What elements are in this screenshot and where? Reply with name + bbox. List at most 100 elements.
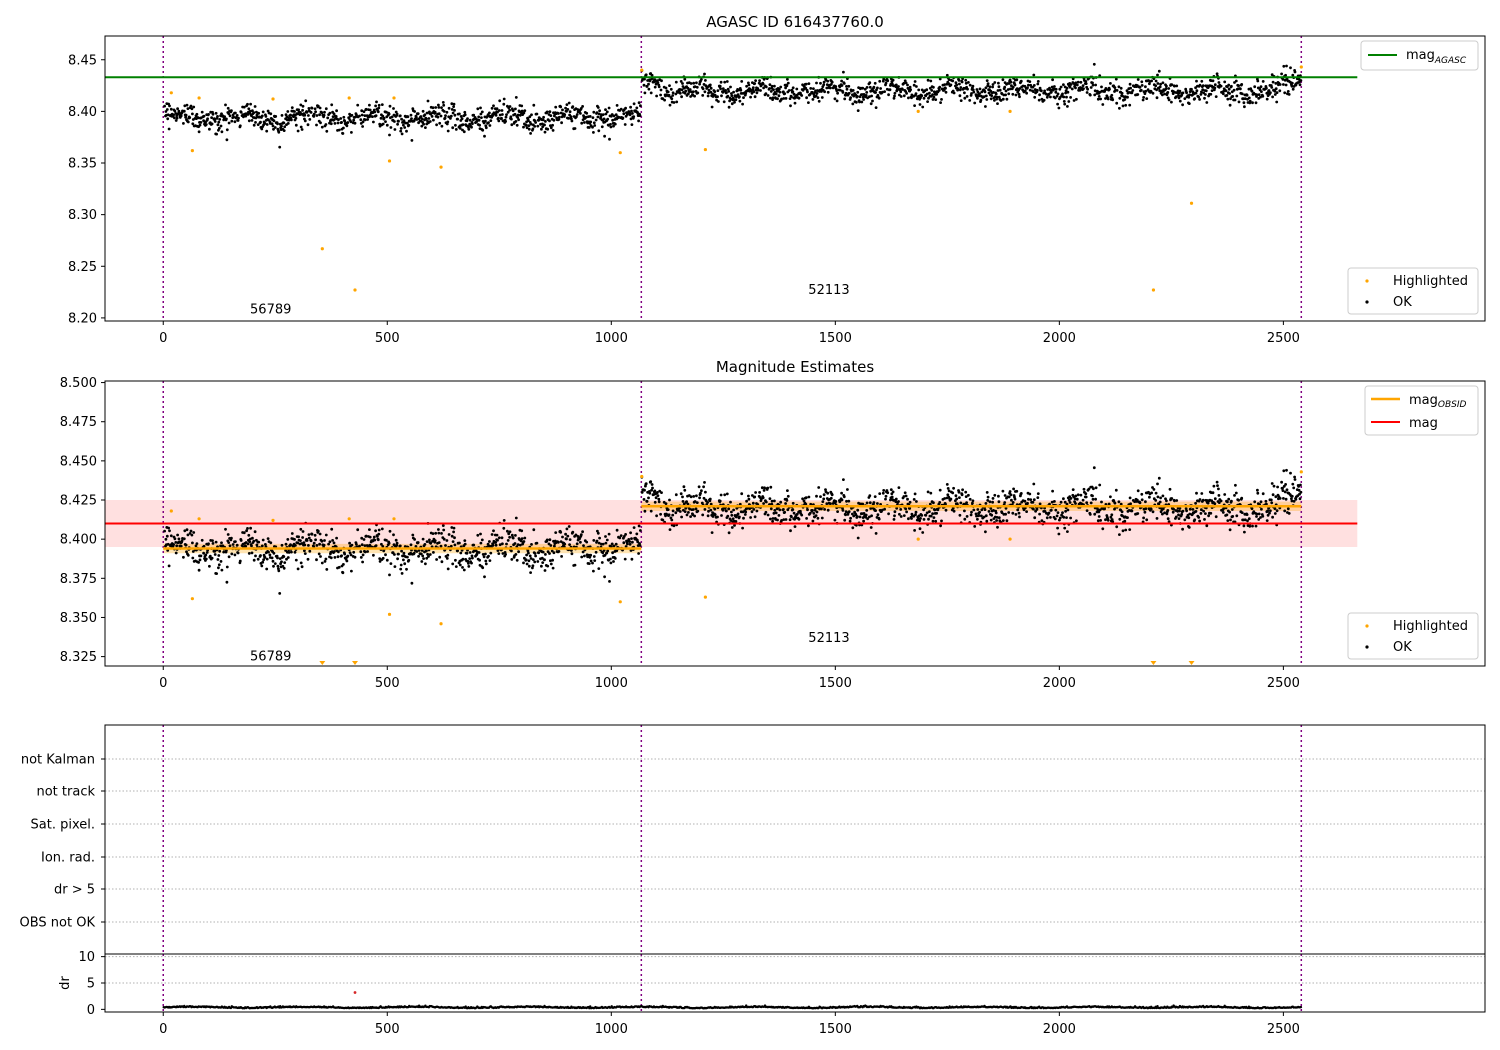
ok-point <box>445 122 449 126</box>
ok-point <box>1225 94 1229 97</box>
ok-point <box>1213 83 1217 87</box>
ok-point <box>609 557 612 561</box>
ok-point <box>566 534 570 538</box>
ok-point <box>439 114 443 118</box>
ok-point <box>939 524 942 528</box>
ok-point <box>799 509 802 513</box>
ok-point <box>1075 519 1078 523</box>
ok-point <box>400 117 403 121</box>
ok-point <box>581 550 585 554</box>
ok-point <box>380 542 383 546</box>
ok-point <box>318 113 321 117</box>
ok-point <box>218 549 222 553</box>
ok-point <box>337 550 340 554</box>
ok-point <box>1177 94 1180 97</box>
ok-point <box>643 77 646 81</box>
ok-point <box>601 542 605 546</box>
ok-point <box>815 81 818 85</box>
ok-point <box>824 488 827 491</box>
ok-point <box>301 108 304 112</box>
ok-point <box>1045 95 1049 99</box>
ok-point <box>822 83 826 87</box>
ok-point <box>968 99 972 102</box>
ok-point <box>497 116 500 120</box>
ok-point <box>563 542 567 546</box>
ok-point <box>879 87 882 90</box>
ok-point <box>528 115 532 119</box>
ok-points <box>163 62 1303 149</box>
ok-point <box>647 87 651 91</box>
ok-point <box>865 91 869 94</box>
ok-point <box>420 117 424 121</box>
ok-point <box>899 95 903 98</box>
ok-point <box>255 543 259 547</box>
ok-point <box>530 543 533 546</box>
ok-point <box>819 495 822 498</box>
ok-point <box>1053 96 1057 100</box>
ok-point <box>591 116 595 119</box>
ok-point <box>278 145 282 149</box>
ok-point <box>628 542 632 546</box>
ok-point <box>1161 93 1164 97</box>
ok-point <box>637 524 641 528</box>
ok-point <box>1001 489 1005 493</box>
highlighted-points <box>169 470 1303 665</box>
ok-point <box>1008 78 1012 82</box>
x-tick-label: 1500 <box>819 331 852 346</box>
ok-point <box>1261 94 1265 98</box>
ok-point <box>445 539 449 542</box>
ok-point <box>1118 517 1122 521</box>
highlighted-point <box>1008 537 1012 541</box>
legend-agasc: magAGASC <box>1360 40 1479 71</box>
ok-point <box>456 549 459 553</box>
ok-point <box>922 508 925 512</box>
ok-point <box>707 509 710 513</box>
ok-point <box>529 557 533 560</box>
ok-point <box>273 126 277 129</box>
ok-point <box>773 84 776 88</box>
ok-point <box>579 533 583 537</box>
ok-point <box>1066 508 1070 512</box>
ok-point <box>250 114 253 118</box>
ok-point <box>1260 507 1263 511</box>
ok-point <box>892 96 896 100</box>
ok-point <box>432 118 435 122</box>
ok-point <box>702 496 706 500</box>
ok-point <box>840 84 844 87</box>
ok-point <box>189 104 193 108</box>
ok-point <box>1092 466 1096 470</box>
ok-point <box>1069 96 1072 99</box>
ok-point <box>318 542 321 546</box>
ok-point <box>666 508 670 511</box>
ok-point <box>1065 95 1068 99</box>
ok-point <box>762 502 765 505</box>
ok-point <box>797 96 801 100</box>
ok-point <box>1271 80 1275 84</box>
ok-point <box>250 551 254 555</box>
ok-point <box>214 111 218 115</box>
ok-point <box>461 128 464 132</box>
ok-point <box>459 115 463 118</box>
ok-point <box>993 81 997 84</box>
ok-point <box>840 498 844 502</box>
ok-point <box>881 508 884 512</box>
ok-point <box>1230 499 1233 503</box>
ok-point <box>576 534 580 538</box>
ok-point <box>424 549 428 553</box>
ok-point <box>999 99 1003 102</box>
ok-point <box>750 510 754 514</box>
ok-point <box>842 70 845 74</box>
ok-point <box>1036 88 1039 92</box>
ok-point <box>815 510 819 514</box>
ok-point <box>227 541 231 544</box>
ok-point <box>1003 85 1007 89</box>
ok-point <box>959 86 963 89</box>
ok-point <box>628 540 632 543</box>
ok-point <box>1092 62 1096 66</box>
ok-point <box>169 534 173 538</box>
ok-point <box>632 102 636 106</box>
ok-point <box>1053 500 1056 503</box>
ok-point <box>805 517 808 520</box>
ok-point <box>1157 476 1161 480</box>
ok-point <box>619 107 623 111</box>
